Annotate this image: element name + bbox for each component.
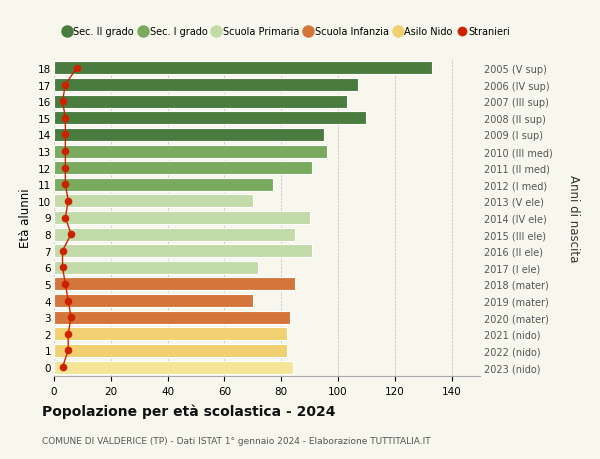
Bar: [54, 195, 253, 208]
Bar: [54, 261, 259, 274]
Bar: [54, 245, 313, 257]
Bar: [54, 295, 253, 308]
Bar: [54, 328, 287, 341]
Bar: [54, 179, 272, 191]
Bar: [54, 79, 358, 92]
Bar: [54, 311, 290, 324]
Bar: [54, 361, 293, 374]
Bar: [54, 62, 432, 75]
Y-axis label: Età alunni: Età alunni: [19, 188, 32, 248]
Text: COMUNE DI VALDERICE (TP) - Dati ISTAT 1° gennaio 2024 - Elaborazione TUTTITALIA.: COMUNE DI VALDERICE (TP) - Dati ISTAT 1°…: [42, 436, 431, 445]
Bar: [54, 278, 295, 291]
Bar: [54, 162, 313, 175]
Bar: [54, 129, 324, 141]
Y-axis label: Anni di nascita: Anni di nascita: [567, 174, 580, 262]
Bar: [54, 112, 367, 125]
Bar: [54, 95, 347, 108]
Bar: [54, 228, 295, 241]
Bar: [54, 212, 310, 224]
Legend: Sec. II grado, Sec. I grado, Scuola Primaria, Scuola Infanzia, Asilo Nido, Stran: Sec. II grado, Sec. I grado, Scuola Prim…: [59, 23, 514, 41]
Bar: [54, 145, 326, 158]
Bar: [54, 344, 287, 357]
Text: Popolazione per età scolastica - 2024: Popolazione per età scolastica - 2024: [42, 404, 335, 419]
